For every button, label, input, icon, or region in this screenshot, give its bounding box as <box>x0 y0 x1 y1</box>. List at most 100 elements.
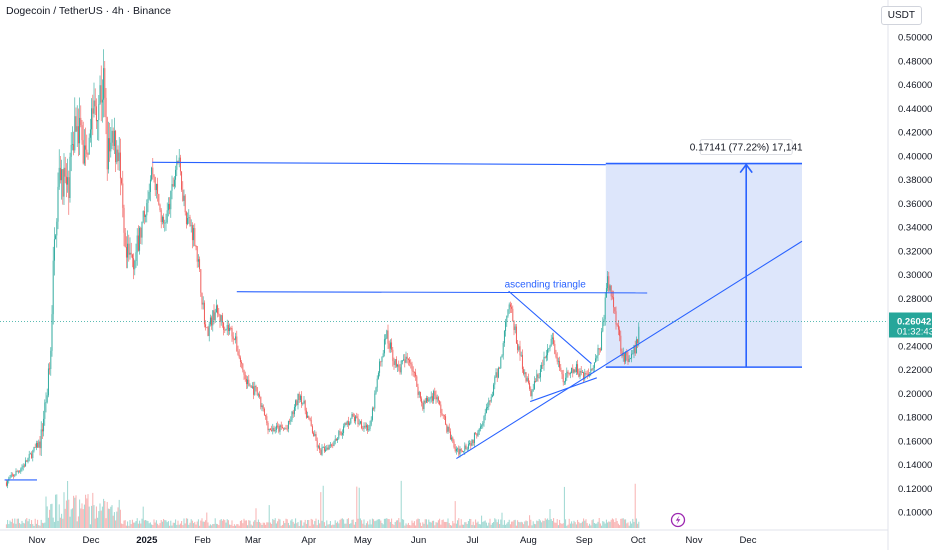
candle <box>590 368 592 375</box>
candle <box>616 324 618 326</box>
candle <box>225 329 227 331</box>
candle <box>34 447 36 448</box>
volume-bar <box>589 523 591 528</box>
volume-bar <box>341 518 343 528</box>
candle <box>303 400 305 404</box>
candle <box>422 402 424 410</box>
volume-bar <box>195 524 197 528</box>
candle <box>622 353 624 357</box>
volume-bar <box>355 522 357 528</box>
volume-bar <box>359 518 361 528</box>
candle <box>427 397 429 402</box>
price-range-tool[interactable]: 0.17141 (77.22%) 17,141 <box>605 139 803 368</box>
volume-bar <box>370 524 372 528</box>
candle <box>124 232 126 248</box>
candle <box>261 405 263 408</box>
candle <box>57 186 59 222</box>
candle <box>583 372 585 380</box>
volume-bar <box>214 518 216 528</box>
candle <box>584 372 586 380</box>
volume-bar <box>375 520 377 528</box>
candle <box>353 416 355 422</box>
volume-bar <box>340 518 342 528</box>
time-axis[interactable]: Nov Dec 2025 Feb Mar Apr May Jun Jul Aug Sep Oct Nov… <box>29 535 757 546</box>
candle <box>615 311 617 325</box>
volume-bar <box>482 521 484 528</box>
volume-bar <box>476 522 478 528</box>
volume-bar <box>394 522 396 528</box>
candle <box>148 191 150 199</box>
candle <box>560 367 562 371</box>
candle <box>334 438 336 442</box>
volume-bar <box>459 525 461 528</box>
volume-bar <box>483 521 485 528</box>
volume-bar <box>507 521 509 528</box>
volume-bar <box>118 499 120 528</box>
volume-bar <box>497 519 499 528</box>
volume-bar <box>574 522 576 528</box>
volume-bar <box>412 522 414 528</box>
candle <box>129 252 131 255</box>
lightning-icon[interactable] <box>670 512 686 528</box>
volume-bar <box>343 519 345 528</box>
candle <box>29 453 31 455</box>
candle <box>122 183 124 208</box>
candle <box>284 428 286 430</box>
candle <box>111 130 113 143</box>
candle <box>41 429 43 432</box>
candle <box>263 408 265 416</box>
candle <box>201 292 203 305</box>
volume-bar <box>153 519 155 528</box>
candle <box>233 339 235 341</box>
volume-bar <box>524 521 526 528</box>
candle <box>285 428 287 430</box>
candle <box>136 235 138 253</box>
volume-bar <box>557 525 559 528</box>
volume-bar <box>213 523 215 528</box>
volume-bar <box>389 521 391 528</box>
volume-bar <box>69 516 71 528</box>
volume-bar <box>590 525 592 528</box>
candle <box>333 441 335 446</box>
volume-bar <box>361 520 363 528</box>
candle <box>241 361 243 364</box>
volume-bar <box>39 525 41 528</box>
candle <box>160 210 162 222</box>
volume-bar <box>38 525 40 528</box>
volume-bar <box>167 521 169 528</box>
volume-bar <box>556 519 558 528</box>
volume-bar <box>417 518 419 528</box>
price-axis[interactable]: 0.50000 0.48000 0.46000 0.44000 0.42000 0.400… <box>898 33 932 519</box>
candle <box>179 157 181 172</box>
candle <box>483 416 485 424</box>
candle <box>47 368 49 396</box>
candle <box>328 445 330 450</box>
volume-bar <box>323 522 325 528</box>
volume-bar <box>121 523 123 528</box>
volume-bar <box>101 506 103 528</box>
volume-bar <box>484 520 486 528</box>
volume-bar <box>59 517 61 528</box>
volume-bar <box>599 523 601 528</box>
volume-bar <box>549 509 551 528</box>
volume-bar <box>333 524 335 528</box>
candle <box>283 428 285 430</box>
candle <box>435 395 437 400</box>
volume-bar <box>205 520 207 528</box>
candle <box>527 378 529 384</box>
candle <box>308 415 310 419</box>
volume-bar <box>610 519 612 528</box>
volume-bar <box>356 486 358 528</box>
trend-drawings[interactable]: ascending triangle <box>4 161 803 481</box>
candle <box>608 276 610 291</box>
volume-bar <box>253 521 255 528</box>
y-tick-label: 0.12000 <box>898 484 932 495</box>
candle <box>551 337 553 339</box>
currency-button[interactable]: USDT <box>880 6 922 25</box>
volume-bar <box>55 494 57 528</box>
volume-bar <box>495 519 497 528</box>
candle <box>471 439 473 446</box>
candle <box>272 427 274 431</box>
candle <box>19 471 21 473</box>
